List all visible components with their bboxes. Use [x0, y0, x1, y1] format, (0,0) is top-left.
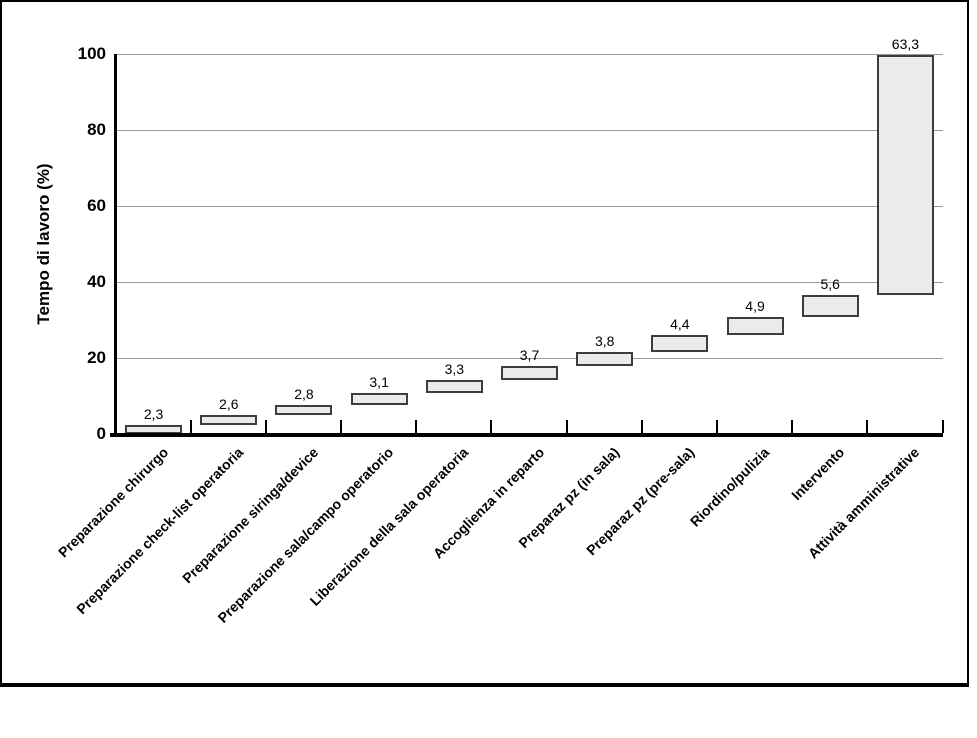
y-axis-tick-label: 0	[96, 424, 106, 443]
gridline-20	[116, 357, 943, 359]
bar-value-label: 3,3	[444, 361, 465, 378]
y-axis-title: Tempo di lavoro (%)	[34, 163, 53, 325]
gridline-100	[116, 53, 943, 55]
bar-value-label: 2,6	[219, 396, 239, 413]
y-axis-tick-label: 100	[77, 44, 106, 63]
plot-area: 2,3 2,6 2,8 3,1 3,3 3,7 3,8 4,4 4,9 5,6 63,3	[116, 36, 944, 434]
bar-value-label: 5,6	[820, 276, 840, 293]
bar-10	[801, 295, 859, 317]
x-axis-category-label: Preparaz pz (in sala)	[514, 444, 622, 552]
x-axis-line	[110, 433, 943, 437]
x-axis-category-label: Preparaz pz (pre-sala)	[582, 444, 698, 559]
x-axis-tick	[941, 420, 944, 433]
x-axis-category-label: Riordino/pulizia	[686, 444, 773, 530]
x-axis-tick	[640, 420, 643, 433]
x-axis-tick	[415, 420, 418, 433]
bar-6	[501, 366, 558, 381]
y-axis-tick-label: 20	[87, 348, 106, 367]
y-axis-tick-label: 80	[87, 120, 106, 139]
x-axis-tick	[490, 420, 493, 433]
bar-8	[651, 335, 709, 352]
bar-value-label: 63,3	[891, 35, 920, 52]
x-axis-category-label: Accoglienza in reparto	[429, 444, 547, 562]
gridline-80	[116, 129, 943, 131]
figure: Tempo di lavoro (%) 2,3 2,6 2,8 3,1 3,3 3,7 3,…	[0, 0, 969, 687]
bar-value-label: 3,8	[594, 332, 615, 349]
x-axis-category-label: Preparazione sala/campo operatorio	[214, 444, 397, 626]
y-axis-tick-label: 40	[87, 272, 106, 291]
x-axis-tick	[340, 420, 343, 433]
bar-4	[350, 392, 408, 405]
bar-9	[726, 316, 784, 336]
bar-11	[876, 54, 934, 296]
x-axis-tick	[264, 420, 267, 433]
bar-3	[275, 404, 333, 416]
x-axis-category-label: Attività amministrative	[805, 444, 923, 562]
y-axis-tick-label: 60	[87, 196, 106, 215]
x-axis-category-label: Preparazione siringa/device	[179, 444, 322, 587]
bar-value-label: 4,4	[670, 316, 690, 333]
y-axis-line	[114, 54, 117, 437]
bar-value-label: 2,3	[143, 406, 164, 423]
x-axis-tick	[189, 420, 192, 433]
bar-7	[576, 351, 634, 367]
bar-2	[200, 415, 258, 426]
gridline-60	[116, 205, 943, 207]
x-axis-category-label: Liberazione della sala operatoria	[306, 444, 472, 609]
bar-5	[425, 380, 483, 393]
bar-value-label: 2,8	[294, 385, 314, 402]
bar-value-label: 3,1	[369, 373, 389, 390]
x-axis-tick	[565, 420, 568, 433]
x-axis-tick	[715, 420, 718, 433]
bar-value-label: 4,9	[745, 297, 765, 314]
gridline-40	[116, 281, 943, 283]
bar-value-label: 3,7	[519, 347, 540, 364]
x-axis-tick	[791, 420, 794, 433]
x-axis-tick	[866, 420, 869, 433]
x-axis-category-label: Intervento	[788, 444, 848, 504]
